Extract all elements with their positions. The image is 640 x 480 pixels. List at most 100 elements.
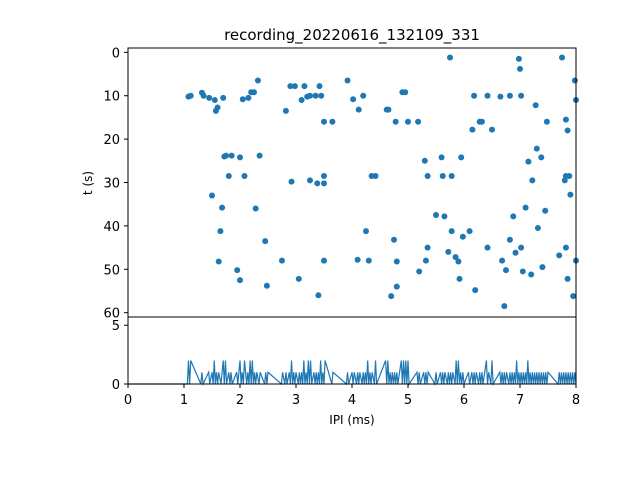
scatter-point	[455, 258, 462, 265]
scatter-point	[360, 92, 367, 99]
scatter-point	[564, 127, 571, 134]
scatter-point	[314, 180, 321, 187]
scatter-point	[515, 55, 522, 62]
scatter-y-tick-label: 10	[103, 90, 120, 105]
scatter-point	[355, 106, 362, 113]
scatter-y-tick-label: 50	[103, 263, 120, 278]
scatter-point	[215, 258, 222, 265]
scatter-point	[237, 277, 243, 284]
scatter-point	[298, 97, 305, 104]
scatter-point	[556, 252, 563, 259]
scatter-point	[200, 92, 207, 99]
scatter-point	[254, 77, 261, 84]
scatter-point	[564, 275, 571, 282]
scatter-point	[402, 89, 409, 96]
scatter-y-tick-label: 0	[112, 46, 120, 61]
histogram-y-tick-label: 0	[112, 378, 120, 393]
histogram-x-tick-label: 5	[404, 393, 412, 408]
scatter-point	[447, 54, 453, 61]
scatter-y-tick-label: 60	[103, 307, 120, 322]
scatter-point	[562, 244, 569, 251]
scatter-point	[478, 118, 485, 125]
scatter-point	[228, 152, 235, 159]
scatter-point	[517, 65, 523, 72]
scatter-point	[519, 268, 526, 275]
histogram-x-tick-label: 6	[460, 393, 468, 408]
scatter-point	[424, 244, 431, 251]
scatter-point	[567, 191, 574, 198]
scatter-point	[538, 154, 545, 161]
scatter-point	[287, 83, 294, 90]
scatter-point	[391, 236, 397, 243]
scatter-point	[291, 83, 298, 90]
scatter-point	[438, 154, 445, 161]
scatter-point	[263, 282, 270, 289]
scatter-point	[350, 96, 357, 103]
scatter-point	[282, 107, 289, 114]
scatter-point	[533, 145, 540, 152]
scatter-point	[393, 258, 400, 265]
scatter-point	[484, 244, 491, 251]
scatter-point	[251, 89, 257, 96]
scatter-point	[562, 116, 569, 123]
scatter-point	[220, 94, 227, 101]
scatter-point	[241, 172, 248, 179]
scatter-y-tick-label: 30	[103, 177, 120, 192]
scatter-point	[388, 293, 395, 300]
scatter-point	[518, 244, 525, 251]
ipi-histogram-line	[128, 360, 577, 387]
scatter-point	[472, 287, 479, 294]
scatter-axes: 0 10 20 30 40 50 60	[103, 46, 579, 322]
scatter-point	[542, 207, 549, 214]
scatter-point	[458, 154, 465, 161]
scatter-point	[217, 228, 224, 235]
scatter-point	[532, 102, 539, 109]
histogram-y-ticks: 05	[112, 319, 128, 393]
scatter-point	[448, 228, 455, 235]
chart-title: recording_20220616_132109_331	[224, 26, 480, 45]
scatter-point	[393, 283, 400, 290]
scatter-point	[245, 94, 252, 101]
scatter-point	[448, 172, 455, 179]
scatter-point	[466, 228, 473, 235]
scatter-point	[543, 118, 550, 125]
scatter-point	[206, 94, 213, 101]
scatter-point	[571, 77, 578, 84]
scatter-point	[321, 257, 327, 264]
scatter-point	[525, 158, 532, 165]
scatter-point	[456, 275, 463, 282]
scatter-point	[329, 118, 336, 125]
histogram-x-axis-label: IPI (ms)	[329, 413, 374, 427]
histogram-x-tick-label: 0	[124, 393, 132, 408]
scatter-point	[539, 264, 546, 271]
scatter-point	[529, 177, 536, 184]
histogram-x-tick-label: 3	[292, 393, 300, 408]
scatter-point	[321, 118, 327, 125]
scatter-point	[234, 267, 241, 274]
histogram-x-tick-label: 4	[348, 393, 356, 408]
scatter-point	[506, 236, 513, 243]
scatter-y-tick-label: 40	[103, 220, 120, 235]
scatter-point	[459, 233, 466, 240]
scatter-point	[392, 118, 399, 125]
scatter-point	[225, 172, 232, 179]
scatter-point	[365, 257, 372, 264]
scatter-point	[239, 96, 246, 103]
scatter-point	[344, 77, 351, 84]
scatter-point	[318, 92, 325, 99]
scatter-y-axis-label: t (s)	[81, 171, 95, 195]
scatter-point	[301, 83, 308, 90]
scatter-point	[452, 254, 459, 261]
scatter-point	[489, 126, 495, 133]
scatter-point	[424, 172, 431, 179]
scatter-point	[214, 104, 221, 111]
scatter-point	[252, 205, 259, 212]
scatter-point	[522, 204, 529, 211]
histogram-x-tick-label: 8	[572, 393, 580, 408]
scatter-point	[501, 303, 508, 310]
scatter-point	[354, 256, 361, 263]
scatter-point	[471, 92, 478, 99]
